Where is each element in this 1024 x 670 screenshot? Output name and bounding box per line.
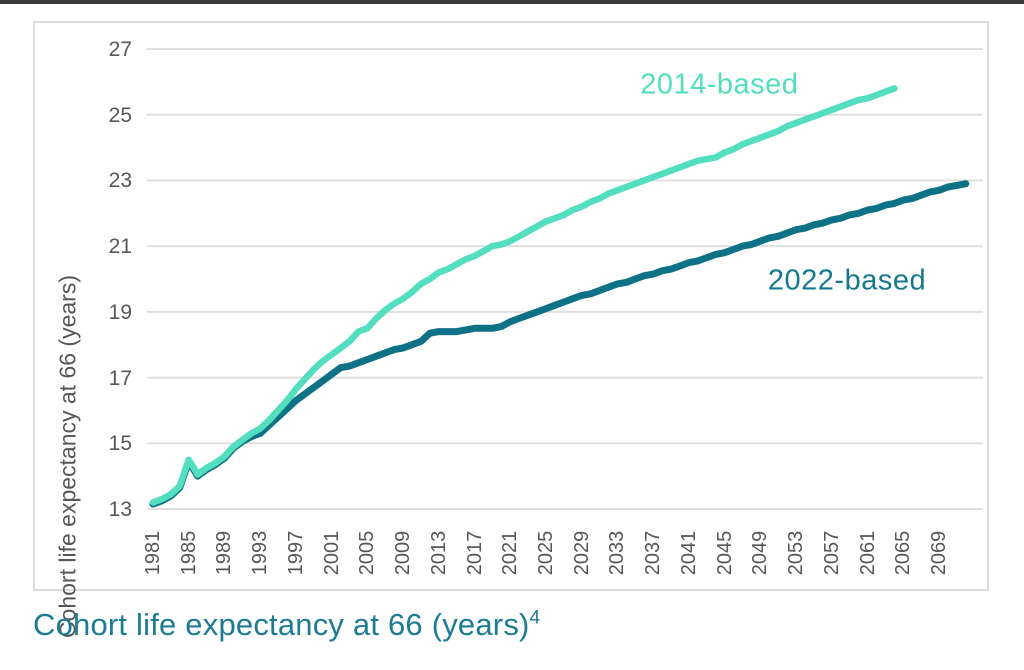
x-tick-label: 2065 (892, 530, 915, 576)
x-tick-label: 1985 (177, 530, 200, 576)
x-tick-label: 1997 (284, 530, 307, 576)
x-tick-label: 2009 (392, 530, 415, 576)
x-tick-label: 2001 (320, 530, 343, 576)
y-tick-label: 15 (108, 432, 132, 456)
chart-panel: Cohort life expectancy at 66 (years) 27 2… (33, 21, 989, 638)
y-tick-label: 19 (108, 300, 132, 324)
y-tick-label: 21 (108, 235, 132, 259)
x-tick-label: 2021 (499, 530, 522, 576)
x-tick-label: 2061 (856, 530, 879, 576)
line-chart (147, 48, 983, 510)
chart-caption: Cohort life expectancy at 66 (years)4 (33, 607, 540, 643)
x-tick-label: 2053 (785, 530, 808, 576)
series-line-2022-based (149, 180, 970, 508)
x-tick-label: 1981 (142, 530, 164, 576)
x-tick-label: 2045 (713, 530, 736, 576)
x-tick-label: 2005 (356, 530, 379, 576)
x-tick-label: 2033 (606, 530, 629, 576)
x-tick-label: 2037 (642, 530, 665, 576)
x-tick-label: 2013 (427, 530, 450, 576)
y-tick-label: 13 (108, 498, 132, 521)
caption-text: Cohort life expectancy at 66 (years) (33, 607, 530, 642)
x-tick-label: 2049 (749, 530, 772, 576)
x-tick-label: 2025 (535, 530, 557, 576)
y-tick-label: 25 (108, 103, 132, 127)
x-tick-label: 2017 (463, 530, 486, 576)
series-label-2022-based: 2022-based (767, 264, 927, 297)
x-tick-label: 2041 (677, 530, 700, 576)
series-line-2014-based (149, 85, 898, 506)
x-tick-label: 1993 (249, 530, 272, 576)
x-tick-label: 1989 (213, 530, 236, 576)
x-tick-label: 2029 (570, 530, 593, 576)
caption-footnote-marker: 4 (529, 607, 541, 629)
series-label-2014-based: 2014-based (640, 68, 799, 101)
x-tick-label: 2057 (820, 530, 843, 576)
y-tick-label: 17 (108, 366, 132, 390)
top-border-bar (0, 0, 1024, 4)
x-tick-label: 2069 (928, 530, 951, 576)
y-tick-label: 23 (108, 169, 132, 193)
y-tick-label: 27 (108, 38, 132, 61)
